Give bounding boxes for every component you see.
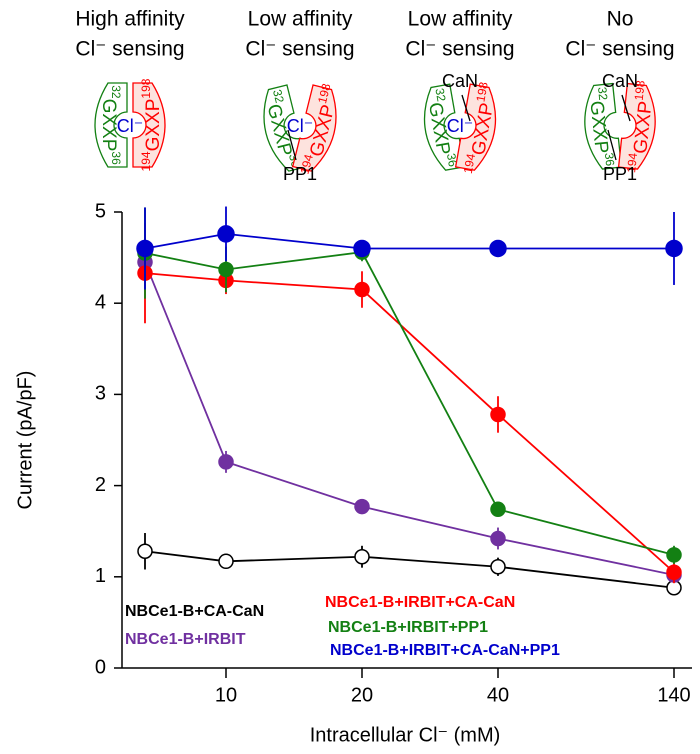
motif-part: 32 bbox=[270, 88, 287, 105]
x-tick-label: 20 bbox=[351, 684, 373, 706]
data-point bbox=[490, 559, 506, 575]
motif-part: 32 bbox=[595, 86, 610, 101]
pp1-label: PP1 bbox=[603, 164, 637, 184]
green-motif: 32GXXP36 bbox=[98, 85, 123, 165]
can-link bbox=[621, 94, 631, 122]
pp1-link bbox=[287, 129, 297, 161]
red-domain bbox=[454, 83, 497, 171]
y-tick-label: 2 bbox=[95, 474, 106, 496]
red-half: 194GXXP198 bbox=[291, 82, 339, 176]
motif-part: 194 bbox=[298, 153, 317, 176]
can-label: CaN bbox=[442, 71, 478, 91]
green-domain bbox=[423, 83, 466, 171]
series-line bbox=[144, 261, 675, 576]
red-motif: 194GXXP198 bbox=[461, 81, 502, 177]
motif-part: 198 bbox=[474, 81, 491, 103]
legend-entry: NBCe1-B+IRBIT+CA-CaN+PP1 bbox=[330, 642, 560, 659]
data-point bbox=[666, 564, 682, 580]
diagram-title: Cl⁻ sensing bbox=[405, 38, 514, 61]
motif-part: 194 bbox=[139, 151, 153, 171]
red-half: 194GXXP198 bbox=[132, 78, 166, 171]
x-tick-label: 140 bbox=[657, 684, 690, 706]
chloride-label: Cl⁻ bbox=[117, 116, 144, 136]
chloride-label: Cl⁻ bbox=[447, 116, 474, 136]
diagram-title: Cl⁻ sensing bbox=[565, 38, 674, 61]
motif-part: 194 bbox=[624, 152, 640, 174]
pp1-link bbox=[607, 129, 617, 161]
diagram-title: Low affinity bbox=[408, 8, 513, 31]
can-label: CaN bbox=[602, 71, 638, 91]
diagram-title: Cl⁻ sensing bbox=[245, 38, 354, 61]
legend-entry: NBCe1-B+IRBIT+PP1 bbox=[328, 619, 488, 636]
chloride-label: Cl⁻ bbox=[287, 116, 314, 136]
motif-part: GXXP bbox=[143, 99, 164, 152]
motif-part: 36 bbox=[602, 152, 617, 167]
data-point bbox=[217, 225, 235, 243]
x-axis-label: Intracellular Cl⁻ (mM) bbox=[310, 724, 501, 746]
data-point bbox=[353, 239, 371, 258]
legend-entry: NBCe1-B+CA-CaN bbox=[125, 603, 264, 620]
data-point bbox=[218, 553, 234, 570]
y-tick-label: 4 bbox=[95, 291, 106, 313]
x-tick-label: 40 bbox=[487, 684, 509, 706]
y-tick-label: 5 bbox=[95, 200, 106, 222]
red-half: 194GXXP198 bbox=[617, 79, 657, 174]
motif-part: GXXP bbox=[630, 100, 656, 155]
data-point bbox=[218, 261, 234, 278]
y-tick-label: 1 bbox=[95, 565, 106, 587]
diagram-title: High affinity bbox=[75, 8, 185, 31]
green-domain bbox=[94, 82, 128, 168]
pp1-label: PP1 bbox=[283, 164, 317, 184]
series-line bbox=[144, 272, 675, 573]
motif-part: 194 bbox=[461, 152, 478, 174]
series-line bbox=[144, 251, 675, 556]
motif-part: 198 bbox=[139, 78, 153, 98]
y-tick-label: 0 bbox=[95, 656, 106, 678]
green-half: 32GXXP36 bbox=[94, 82, 128, 168]
data-point bbox=[218, 454, 234, 470]
motif-part: 32 bbox=[109, 85, 123, 99]
data-point bbox=[666, 547, 682, 563]
data-point bbox=[354, 548, 370, 565]
data-point bbox=[490, 406, 506, 423]
data-point bbox=[137, 543, 153, 560]
red-domain bbox=[617, 82, 656, 170]
y-tick-label: 3 bbox=[95, 383, 106, 405]
red-domain bbox=[132, 82, 166, 168]
legend-entry: NBCe1-B+IRBIT bbox=[125, 631, 246, 648]
can-link bbox=[461, 94, 471, 122]
data-point bbox=[489, 239, 507, 258]
x-tick-label: 10 bbox=[215, 684, 237, 706]
red-half: 194GXXP198 bbox=[454, 81, 502, 177]
data-point bbox=[136, 239, 154, 258]
red-motif: 194GXXP198 bbox=[139, 78, 164, 171]
motif-part: GXXP bbox=[98, 99, 119, 152]
data-point bbox=[665, 239, 683, 258]
diagram-title: No bbox=[607, 8, 634, 31]
motif-part: 36 bbox=[109, 151, 123, 165]
motif-part: 32 bbox=[432, 87, 448, 103]
data-point bbox=[490, 501, 506, 518]
diagram-title: Low affinity bbox=[248, 8, 353, 31]
legend-entry: NBCe1-B+IRBIT+CA-CaN bbox=[325, 594, 515, 611]
red-domain bbox=[291, 84, 337, 172]
diagram-title: Cl⁻ sensing bbox=[75, 38, 184, 61]
motif-part: 198 bbox=[632, 79, 648, 101]
motif-part: 198 bbox=[315, 82, 334, 105]
data-point bbox=[354, 281, 370, 298]
data-point bbox=[354, 498, 370, 515]
y-axis-label: Current (pA/pF) bbox=[14, 371, 36, 510]
data-point bbox=[490, 530, 506, 547]
